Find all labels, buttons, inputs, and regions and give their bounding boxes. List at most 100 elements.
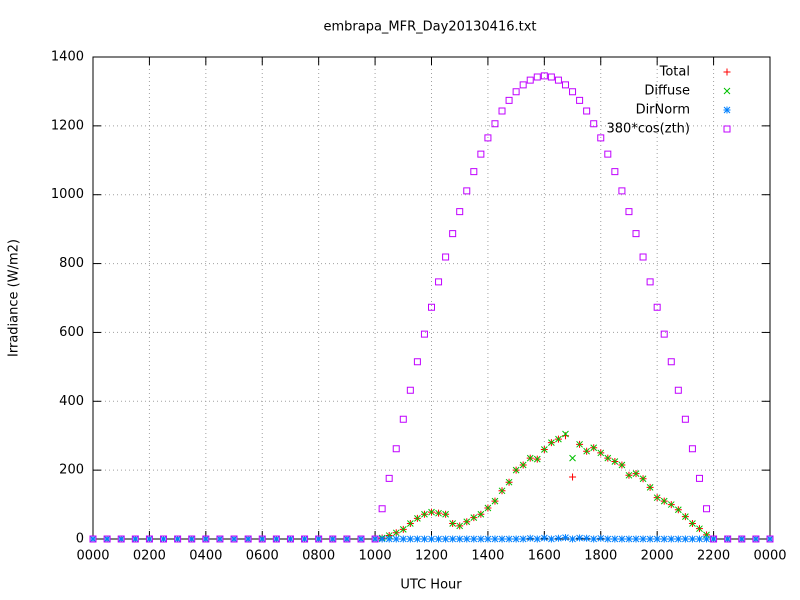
data-point xyxy=(230,535,238,543)
data-point xyxy=(477,535,485,543)
data-point xyxy=(399,415,407,423)
data-point xyxy=(738,535,746,543)
data-point xyxy=(244,535,252,543)
data-point xyxy=(639,475,647,483)
data-point xyxy=(681,535,689,543)
data-point xyxy=(618,187,626,195)
data-point xyxy=(216,535,224,543)
data-point xyxy=(343,535,351,543)
y-tick-label: 0 xyxy=(76,532,84,547)
data-point xyxy=(540,72,548,80)
data-point xyxy=(548,439,555,446)
data-point xyxy=(286,535,294,543)
y-tick-label: 1000 xyxy=(51,187,84,202)
data-point xyxy=(413,358,421,366)
data-point xyxy=(449,230,457,238)
data-point xyxy=(597,534,605,542)
data-point xyxy=(639,253,647,261)
data-point xyxy=(470,168,478,176)
data-point xyxy=(117,535,125,543)
data-point xyxy=(625,471,633,479)
data-point xyxy=(703,535,711,543)
data-point xyxy=(561,81,569,89)
data-point xyxy=(519,535,527,543)
data-point xyxy=(392,535,400,543)
data-point xyxy=(463,518,471,526)
data-point xyxy=(533,535,541,543)
data-point xyxy=(632,470,640,477)
data-point xyxy=(286,535,294,543)
data-point xyxy=(590,444,598,452)
legend-label: 380*cos(zth) xyxy=(607,122,691,137)
data-point xyxy=(413,535,421,543)
data-point xyxy=(428,508,435,516)
data-point xyxy=(406,386,414,394)
data-point xyxy=(752,535,760,543)
data-point xyxy=(519,81,527,89)
data-point xyxy=(752,535,760,543)
data-point xyxy=(343,535,351,543)
data-point xyxy=(660,535,668,543)
chart-title: embrapa_MFR_Day20130416.txt xyxy=(323,20,536,35)
data-point xyxy=(660,497,668,505)
data-point xyxy=(406,535,414,543)
data-point xyxy=(258,535,266,543)
data-point xyxy=(421,510,428,518)
y-axis-label: Irradiance (W/m2) xyxy=(7,239,22,357)
data-point xyxy=(526,76,534,84)
data-point xyxy=(738,535,746,543)
data-point xyxy=(618,535,626,543)
data-point xyxy=(216,535,224,543)
legend-marker xyxy=(723,106,731,114)
data-point xyxy=(230,535,238,543)
data-point xyxy=(378,535,386,543)
data-point xyxy=(174,535,182,543)
data-point xyxy=(688,535,696,543)
data-point xyxy=(202,535,210,543)
data-point xyxy=(681,415,689,423)
data-point xyxy=(174,535,182,543)
data-point xyxy=(160,535,168,543)
legend-marker xyxy=(723,68,731,76)
data-point xyxy=(653,535,661,543)
data-point xyxy=(357,535,365,543)
data-point xyxy=(442,535,450,543)
data-point xyxy=(667,501,675,508)
data-point xyxy=(561,432,569,440)
data-point xyxy=(470,514,478,522)
data-point xyxy=(695,474,703,482)
data-point xyxy=(604,535,612,543)
y-tick-label: 1400 xyxy=(51,50,84,65)
data-point xyxy=(554,534,562,542)
data-point xyxy=(512,88,520,96)
data-point xyxy=(625,208,633,216)
data-point xyxy=(89,535,97,543)
data-point xyxy=(315,535,323,543)
data-point xyxy=(131,535,139,543)
data-point xyxy=(703,505,711,513)
data-point xyxy=(682,513,689,520)
data-point xyxy=(512,466,520,474)
data-point xyxy=(371,535,379,543)
x-tick-label: 0400 xyxy=(189,549,222,564)
data-point xyxy=(442,510,449,518)
data-point xyxy=(484,535,492,543)
data-point xyxy=(667,358,675,366)
data-point xyxy=(491,497,499,505)
y-tick-label: 400 xyxy=(59,394,84,409)
data-point xyxy=(569,535,577,543)
data-point xyxy=(653,303,661,311)
data-point xyxy=(357,535,365,543)
data-point xyxy=(272,535,280,543)
y-tick-label: 1200 xyxy=(51,118,84,133)
legend-label: DirNorm xyxy=(636,103,690,118)
data-point xyxy=(477,150,485,158)
data-point xyxy=(646,278,654,286)
data-point xyxy=(463,535,471,543)
data-point xyxy=(392,529,400,537)
data-point xyxy=(449,520,457,527)
data-point xyxy=(392,445,400,453)
data-point xyxy=(103,535,111,543)
data-point xyxy=(435,278,443,286)
data-point xyxy=(590,120,598,128)
